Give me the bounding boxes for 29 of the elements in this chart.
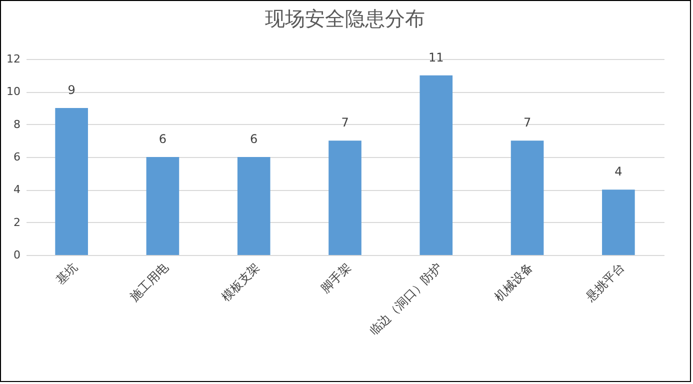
x-tick-label: 临边（洞口）防护 bbox=[366, 260, 445, 338]
bar bbox=[510, 140, 544, 255]
data-label: 6 bbox=[158, 132, 167, 146]
bar bbox=[237, 157, 270, 255]
bar bbox=[328, 140, 362, 255]
data-label: 4 bbox=[614, 164, 622, 179]
y-tick-label: 4 bbox=[14, 183, 20, 196]
chart-title: 现场安全隐患分布 bbox=[265, 6, 425, 30]
x-tick-label: 基坑 bbox=[53, 260, 80, 287]
y-tick-label: 10 bbox=[6, 85, 20, 98]
x-tick-label: 脚手架 bbox=[318, 260, 354, 296]
data-label: 6 bbox=[250, 132, 258, 146]
y-tick-label: 12 bbox=[6, 52, 20, 66]
data-label: 11 bbox=[428, 50, 444, 64]
x-tick-label: 施工用电 bbox=[127, 260, 172, 304]
bar bbox=[55, 108, 88, 255]
bar bbox=[602, 190, 635, 255]
y-tick-label: 6 bbox=[14, 150, 20, 164]
x-tick-label: 悬挑平台 bbox=[582, 260, 627, 305]
data-label: 9 bbox=[68, 83, 76, 97]
y-tick-label: 0 bbox=[14, 248, 20, 262]
data-label: 7 bbox=[341, 116, 349, 130]
bar bbox=[420, 75, 453, 255]
x-tick-label: 模板支架 bbox=[218, 260, 262, 304]
y-tick-label: 2 bbox=[14, 216, 20, 229]
y-tick-label: 8 bbox=[14, 118, 20, 131]
bar bbox=[146, 157, 180, 255]
x-tick-label: 机械设备 bbox=[492, 260, 536, 304]
data-label: 7 bbox=[523, 116, 532, 130]
